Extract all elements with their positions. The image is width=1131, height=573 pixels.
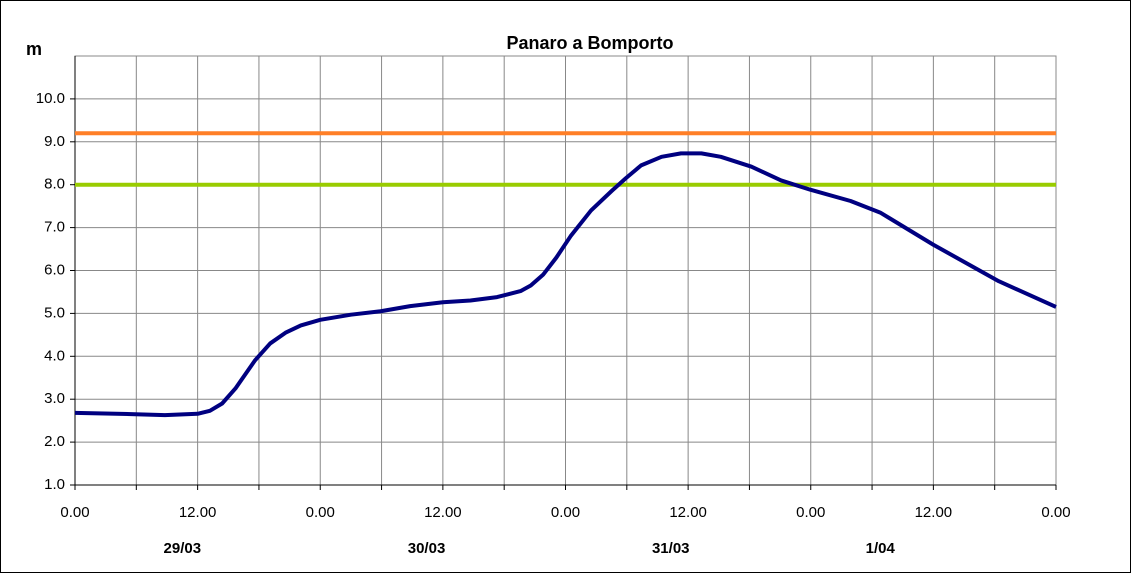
x-tick-label: 12.00 <box>424 504 462 521</box>
y-tick-label: 8.0 <box>44 176 65 193</box>
chart-title: Panaro a Bomporto <box>506 33 673 53</box>
x-tick-label: 12.00 <box>669 504 707 521</box>
y-tick-label: 7.0 <box>44 219 65 236</box>
data-line <box>74 151 1057 418</box>
y-tick-label: 3.0 <box>44 390 65 407</box>
y-tick-label: 1.0 <box>44 476 65 493</box>
x-tick-label: 12.00 <box>179 504 217 521</box>
date-label: 29/03 <box>164 540 202 557</box>
y-tick-label: 2.0 <box>44 433 65 450</box>
y-tick-label: 10.0 <box>36 90 65 107</box>
x-tick-label: 0.00 <box>1041 504 1070 521</box>
x-tick-label: 12.00 <box>915 504 953 521</box>
date-label: 30/03 <box>408 540 446 557</box>
date-label: 1/04 <box>866 540 896 557</box>
x-tick-label: 0.00 <box>551 504 580 521</box>
y-tick-label: 6.0 <box>44 261 65 278</box>
x-tick-label: 0.00 <box>60 504 89 521</box>
y-tick-label: 5.0 <box>44 304 65 321</box>
date-label: 31/03 <box>652 540 690 557</box>
x-tick-label: 0.00 <box>796 504 825 521</box>
y-axis-label: m <box>26 39 42 59</box>
y-tick-label: 4.0 <box>44 347 65 364</box>
x-tick-label: 0.00 <box>306 504 335 521</box>
y-tick-label: 9.0 <box>44 133 65 150</box>
